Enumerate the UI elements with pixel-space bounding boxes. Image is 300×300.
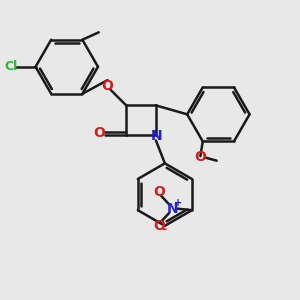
Text: O: O: [153, 219, 165, 232]
Text: -: -: [162, 223, 167, 236]
Text: O: O: [93, 126, 105, 140]
Text: N: N: [167, 202, 178, 216]
Text: O: O: [153, 185, 165, 199]
Text: O: O: [102, 79, 113, 92]
Text: +: +: [174, 198, 182, 208]
Text: Cl: Cl: [4, 60, 17, 73]
Text: N: N: [151, 129, 162, 143]
Text: O: O: [194, 150, 206, 164]
